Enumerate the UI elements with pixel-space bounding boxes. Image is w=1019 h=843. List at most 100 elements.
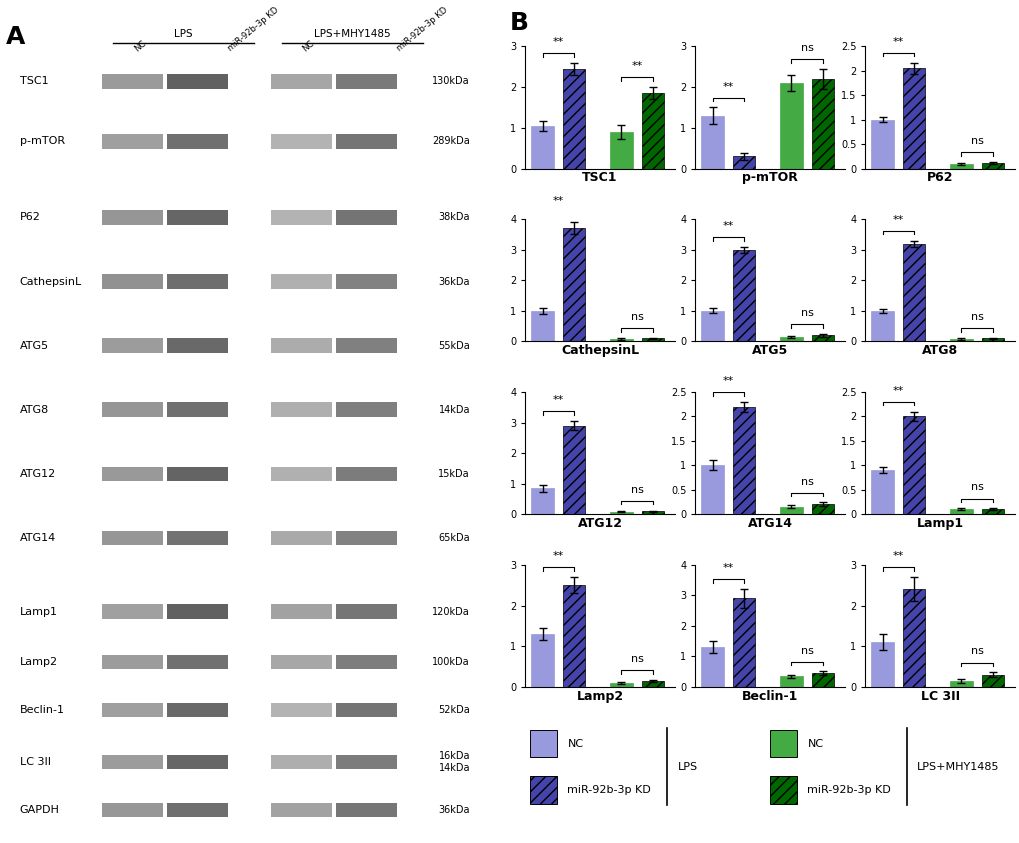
- Bar: [531, 488, 553, 514]
- Text: ATG5: ATG5: [19, 341, 49, 351]
- Text: NC: NC: [132, 39, 147, 53]
- Bar: [102, 803, 163, 818]
- Bar: [167, 338, 228, 353]
- Bar: [641, 94, 663, 169]
- Bar: [870, 120, 893, 169]
- Bar: [902, 68, 924, 169]
- Bar: [167, 402, 228, 417]
- Bar: [102, 703, 163, 717]
- Bar: [270, 466, 331, 481]
- Bar: [641, 511, 663, 514]
- Text: **: **: [892, 36, 903, 46]
- Bar: [641, 338, 663, 341]
- X-axis label: ATG5: ATG5: [751, 344, 788, 357]
- Text: ns: ns: [800, 309, 813, 318]
- X-axis label: ATG12: ATG12: [577, 517, 622, 530]
- Bar: [780, 337, 802, 341]
- Bar: [336, 803, 397, 818]
- Bar: [701, 647, 723, 687]
- Bar: [102, 754, 163, 770]
- Bar: [270, 754, 331, 770]
- Text: ns: ns: [970, 312, 982, 322]
- Text: **: **: [552, 395, 564, 405]
- Bar: [980, 163, 1004, 169]
- Text: miR-92b-3p KD: miR-92b-3p KD: [567, 786, 650, 795]
- Text: 55kDa: 55kDa: [438, 341, 470, 351]
- Bar: [270, 402, 331, 417]
- Text: NC: NC: [567, 738, 583, 749]
- Text: ns: ns: [970, 482, 982, 492]
- Text: **: **: [631, 62, 642, 71]
- Text: ns: ns: [970, 647, 982, 657]
- Bar: [270, 338, 331, 353]
- Bar: [167, 466, 228, 481]
- Text: 38kDa: 38kDa: [438, 212, 470, 223]
- Bar: [701, 115, 723, 169]
- Bar: [167, 703, 228, 717]
- Bar: [732, 406, 755, 514]
- Bar: [949, 509, 972, 514]
- Bar: [336, 604, 397, 619]
- Bar: [336, 134, 397, 148]
- Bar: [902, 589, 924, 687]
- Text: ATG12: ATG12: [19, 469, 56, 479]
- Text: **: **: [552, 196, 564, 207]
- X-axis label: ATG14: ATG14: [747, 517, 792, 530]
- X-axis label: p-mTOR: p-mTOR: [742, 171, 797, 185]
- Text: LPS: LPS: [174, 29, 193, 39]
- Bar: [811, 336, 834, 341]
- Bar: [530, 776, 557, 804]
- Text: 36kDa: 36kDa: [438, 277, 470, 287]
- Bar: [902, 416, 924, 514]
- Text: 65kDa: 65kDa: [438, 533, 470, 543]
- Bar: [531, 634, 553, 687]
- Text: 52kDa: 52kDa: [438, 705, 470, 715]
- Bar: [870, 311, 893, 341]
- Bar: [167, 803, 228, 818]
- Text: A: A: [5, 25, 24, 49]
- Bar: [102, 274, 163, 289]
- X-axis label: TSC1: TSC1: [582, 171, 618, 185]
- Text: **: **: [722, 82, 734, 92]
- Bar: [562, 426, 585, 514]
- Bar: [167, 134, 228, 148]
- Bar: [102, 466, 163, 481]
- Bar: [336, 402, 397, 417]
- Text: **: **: [722, 376, 734, 386]
- Text: 15kDa: 15kDa: [438, 469, 470, 479]
- Bar: [167, 530, 228, 545]
- Text: GAPDH: GAPDH: [19, 805, 59, 815]
- Bar: [949, 339, 972, 341]
- Text: NC: NC: [807, 738, 822, 749]
- Text: p-mTOR: p-mTOR: [19, 137, 64, 147]
- X-axis label: LC 3II: LC 3II: [919, 690, 959, 703]
- X-axis label: ATG8: ATG8: [921, 344, 957, 357]
- Bar: [531, 126, 553, 169]
- Bar: [870, 470, 893, 514]
- Bar: [811, 79, 834, 169]
- Text: ns: ns: [800, 646, 813, 656]
- Bar: [102, 338, 163, 353]
- Bar: [270, 74, 331, 89]
- Bar: [732, 157, 755, 169]
- Text: **: **: [722, 563, 734, 573]
- X-axis label: Beclin-1: Beclin-1: [741, 690, 798, 703]
- Bar: [980, 675, 1004, 687]
- Bar: [562, 228, 585, 341]
- Bar: [102, 530, 163, 545]
- Text: 100kDa: 100kDa: [432, 657, 470, 667]
- Bar: [609, 683, 632, 687]
- Text: CathepsinL: CathepsinL: [19, 277, 82, 287]
- Text: 14kDa: 14kDa: [438, 405, 470, 415]
- Text: miR-92b-3p KD: miR-92b-3p KD: [394, 6, 448, 53]
- Text: Lamp2: Lamp2: [19, 657, 58, 667]
- Text: **: **: [892, 385, 903, 395]
- Text: ATG8: ATG8: [19, 405, 49, 415]
- Text: miR-92b-3p KD: miR-92b-3p KD: [226, 6, 280, 53]
- Text: **: **: [892, 551, 903, 561]
- Bar: [167, 655, 228, 669]
- Text: LPS: LPS: [677, 762, 697, 772]
- Bar: [270, 655, 331, 669]
- Bar: [167, 274, 228, 289]
- Bar: [336, 210, 397, 225]
